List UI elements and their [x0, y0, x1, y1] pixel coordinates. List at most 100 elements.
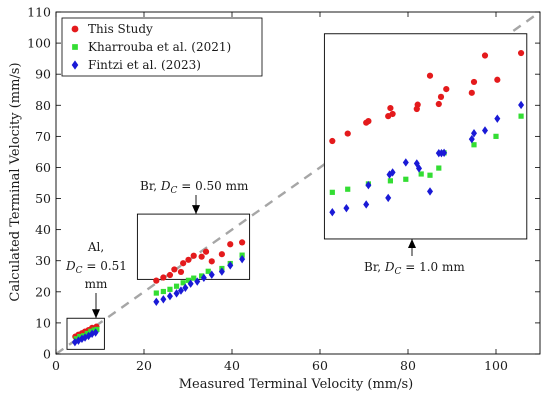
- point-this-study-12: [180, 260, 187, 267]
- point-fintzi-11: [177, 286, 184, 295]
- point-this-study-18: [218, 251, 225, 258]
- y-tick-label-70: 70: [35, 129, 51, 144]
- y-tick-label-90: 90: [35, 67, 51, 82]
- point-kharrouba-15: [205, 268, 211, 274]
- annotation-al-051: Al,: [87, 240, 104, 254]
- inset-point-this-study-1: [344, 130, 351, 137]
- point-this-study-17: [208, 258, 215, 265]
- y-tick-label-110: 110: [27, 5, 51, 20]
- point-fintzi-7: [153, 297, 160, 306]
- x-tick-label-40: 40: [224, 358, 240, 373]
- inset-point-this-study-11: [437, 93, 445, 100]
- point-fintzi-9: [166, 291, 173, 301]
- inset-point-kharrouba-1: [345, 186, 351, 192]
- point-kharrouba-13: [191, 275, 197, 281]
- inset-point-this-study-10: [435, 100, 442, 108]
- point-kharrouba-7: [153, 290, 159, 296]
- point-fintzi-15: [200, 273, 207, 283]
- y-tick-label-30: 30: [35, 253, 51, 268]
- annotation-br-10: Br, DC = 1.0 mm: [364, 260, 465, 277]
- y-tick-label-50: 50: [35, 191, 51, 206]
- point-kharrouba-4: [88, 328, 94, 334]
- point-fintzi-18: [227, 261, 234, 270]
- inset-point-fintzi-2: [363, 200, 370, 209]
- inset-point-this-study-8: [414, 101, 421, 108]
- x-tick-label-0: 0: [52, 358, 60, 373]
- inset-point-kharrouba-5: [418, 171, 424, 177]
- box-br-10: [323, 33, 528, 240]
- inset-point-fintzi-1: [343, 203, 350, 213]
- point-kharrouba-9: [167, 286, 173, 292]
- box-br-050: [136, 213, 251, 280]
- point-kharrouba-1: [77, 333, 83, 340]
- point-fintzi-13: [187, 279, 194, 288]
- inset-point-fintzi-0: [329, 208, 336, 217]
- legend-box: [61, 17, 263, 77]
- inset-point-this-study-6: [389, 110, 396, 118]
- inset-point-this-study-9: [426, 72, 434, 79]
- inset-point-this-study-5: [387, 104, 394, 112]
- y-axis-title: Calculated Terminal Velocity (mm/s): [8, 62, 23, 301]
- inset-point-kharrouba-4: [403, 176, 409, 182]
- inset-point-fintzi-16: [482, 126, 488, 135]
- x-axis-title: Measured Terminal Velocity (mm/s): [179, 377, 414, 392]
- point-fintzi-17: [218, 267, 225, 276]
- inset-point-kharrouba-11: [518, 113, 524, 119]
- inset-point-fintzi-3: [365, 180, 372, 190]
- y-tick-label-20: 20: [35, 284, 51, 299]
- legend: This Study Kharrouba et al. (2021) Fintz…: [61, 17, 263, 77]
- inset-point-this-study-16: [494, 76, 501, 83]
- point-kharrouba-5: [91, 327, 97, 333]
- y-tick-label-10: 10: [35, 315, 51, 330]
- point-kharrouba-14: [199, 273, 205, 279]
- legend-label-this-study: This Study: [88, 22, 153, 36]
- legend-markers: [71, 25, 79, 70]
- annotation-al-051-line3: mm: [85, 277, 108, 291]
- inset-point-this-study-0: [329, 137, 336, 145]
- inset-point-this-study-15: [481, 52, 489, 59]
- legend-label-fintzi: Fintzi et al. (2023): [88, 58, 201, 72]
- highlight-boxes: [66, 33, 528, 350]
- arrow-br-10-head: [408, 238, 416, 248]
- data-points: [71, 49, 525, 347]
- y-tick-label-60: 60: [35, 160, 51, 175]
- y-tick-label-100: 100: [27, 36, 51, 51]
- arrow-br-050-head: [192, 205, 200, 215]
- point-kharrouba-3: [84, 330, 90, 337]
- point-kharrouba-10: [173, 283, 180, 289]
- inset-point-this-study-12: [443, 86, 450, 93]
- point-this-study-13: [185, 256, 192, 263]
- point-this-study-15: [198, 253, 205, 260]
- point-this-study-19: [227, 241, 234, 248]
- x-tick-label-20: 20: [136, 358, 152, 373]
- inset-point-kharrouba-0: [329, 189, 335, 195]
- point-fintzi-10: [173, 289, 180, 298]
- point-kharrouba-11: [180, 280, 186, 286]
- point-this-study-9: [166, 271, 174, 279]
- inset-point-fintzi-17: [494, 114, 501, 123]
- point-fintzi-6: [92, 328, 99, 337]
- annotation-al-051-line2: DC = 0.51: [65, 259, 127, 276]
- point-fintzi-14: [194, 277, 201, 286]
- arrow-al-051-head: [92, 309, 100, 319]
- point-this-study-20: [239, 239, 246, 246]
- annotation-arrows: [92, 195, 416, 319]
- point-kharrouba-12: [185, 277, 192, 283]
- point-kharrouba-0: [73, 336, 79, 342]
- inset-point-this-study-3: [365, 118, 372, 125]
- inset-point-this-study-14: [470, 78, 478, 86]
- y-tick-label-40: 40: [35, 222, 51, 237]
- axes: [55, 11, 541, 355]
- box-al-051: [66, 317, 105, 350]
- inset-point-kharrouba-9: [471, 142, 477, 148]
- legend-marker-1: [72, 44, 78, 50]
- legend-marker-2: [71, 60, 79, 70]
- inset-point-this-study-17: [517, 49, 525, 57]
- inset-point-fintzi-15: [471, 129, 477, 138]
- inset-point-kharrouba-7: [436, 165, 442, 171]
- point-fintzi-19: [239, 254, 246, 264]
- point-fintzi-8: [160, 295, 167, 304]
- point-kharrouba-8: [160, 288, 166, 295]
- y-tick-label-80: 80: [35, 98, 51, 113]
